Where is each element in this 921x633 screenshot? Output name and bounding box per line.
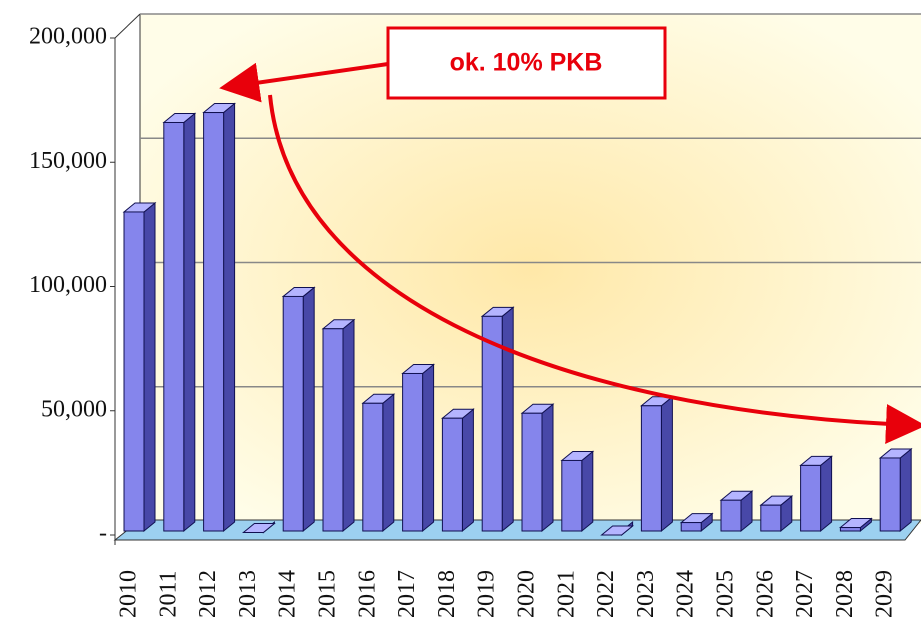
bar: [879, 457, 901, 532]
bar-side: [501, 306, 514, 533]
bar-side: [461, 408, 474, 533]
bar-side: [422, 363, 435, 533]
bar-side: [899, 447, 912, 533]
bar: [282, 295, 304, 532]
x-tick-label: 2016: [354, 570, 380, 618]
bar: [521, 412, 543, 532]
annotation-box: [386, 26, 667, 100]
x-tick-label: 2017: [394, 570, 420, 618]
bar-side: [143, 201, 156, 533]
y-tick-label: 200,000: [29, 24, 107, 50]
bar: [203, 112, 225, 532]
bar: [640, 405, 662, 532]
bar: [441, 417, 463, 532]
bar: [720, 499, 742, 532]
bar: [123, 211, 145, 532]
bar: [402, 372, 424, 532]
x-tick-label: 2011: [155, 570, 181, 617]
bar-side: [541, 403, 554, 533]
bar: [561, 459, 583, 532]
bar-top: [241, 523, 276, 534]
x-tick-label: 2021: [553, 570, 579, 618]
x-tick-label: 2025: [713, 570, 739, 618]
x-tick-label: 2020: [514, 570, 540, 618]
y-tick-label: 150,000: [29, 148, 107, 174]
x-tick-label: 2027: [792, 570, 818, 618]
bar-side: [183, 112, 196, 533]
bar: [800, 464, 822, 532]
x-tick-label: 2026: [752, 570, 778, 618]
bar: [839, 527, 861, 532]
bar-side: [223, 102, 236, 533]
bar: [680, 522, 702, 532]
x-tick-label: 2013: [235, 570, 261, 618]
x-tick-label: 2018: [434, 570, 460, 618]
y-tick-label: 100,000: [29, 272, 107, 298]
arrow: [219, 62, 389, 103]
bar: [481, 315, 503, 532]
x-tick-label: 2023: [633, 570, 659, 618]
bar-side: [302, 286, 315, 533]
bar-top: [600, 525, 635, 536]
bar-side: [660, 395, 673, 533]
y-tick-label: 50,000: [41, 396, 107, 422]
x-tick-label: 2012: [195, 570, 221, 618]
y-tick-label: -: [99, 521, 107, 547]
x-tick-label: 2022: [593, 570, 619, 618]
bar: [163, 121, 185, 532]
y-axis-edge: [114, 13, 141, 39]
annotation: ok. 10% PKB: [450, 49, 603, 77]
bar: [760, 504, 782, 532]
x-tick-label: 2015: [315, 570, 341, 618]
bar-side: [382, 393, 395, 533]
x-tick-label: 2014: [275, 570, 301, 618]
x-tick-label: 2024: [673, 570, 699, 618]
bar: [362, 402, 384, 532]
bar: [322, 328, 344, 532]
x-tick-label: 2029: [872, 570, 898, 618]
x-tick-label: 2019: [474, 570, 500, 618]
arrow: [268, 94, 921, 444]
x-tick-label: 2010: [116, 570, 142, 618]
bar-side: [342, 318, 355, 533]
bar-side: [581, 450, 594, 533]
x-tick-label: 2028: [832, 570, 858, 618]
bar-side: [820, 455, 833, 533]
